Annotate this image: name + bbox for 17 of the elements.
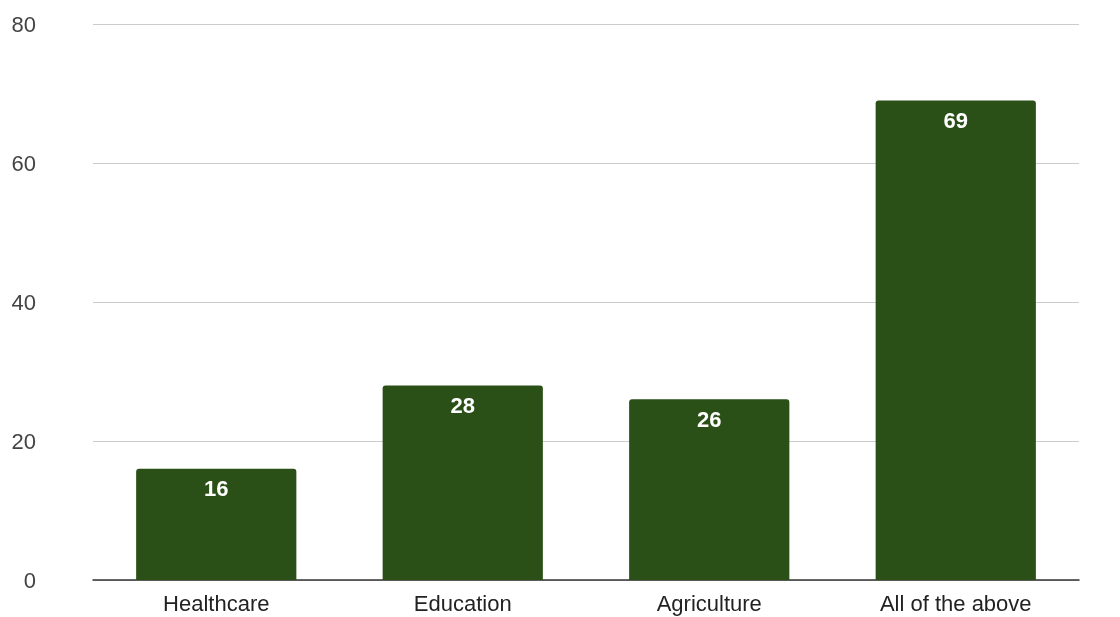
y-tick-label: 20 — [11, 428, 36, 454]
bar — [875, 100, 1036, 580]
data-label: 16 — [204, 476, 229, 502]
y-tick-label: 40 — [11, 289, 36, 315]
bar — [136, 468, 297, 580]
x-tick-label: Healthcare — [163, 590, 270, 616]
x-tick-label: Education — [413, 590, 512, 616]
data-label: 28 — [450, 392, 475, 418]
y-tick-label: 80 — [11, 11, 36, 37]
bar — [629, 399, 790, 580]
data-label: 26 — [697, 406, 722, 432]
x-tick-label: All of the above — [879, 590, 1032, 616]
bar — [382, 385, 543, 580]
x-tick-label: Agriculture — [656, 590, 762, 616]
y-tick-label: 60 — [11, 150, 36, 176]
data-label: 69 — [943, 107, 968, 133]
y-tick-label: 0 — [23, 567, 36, 593]
